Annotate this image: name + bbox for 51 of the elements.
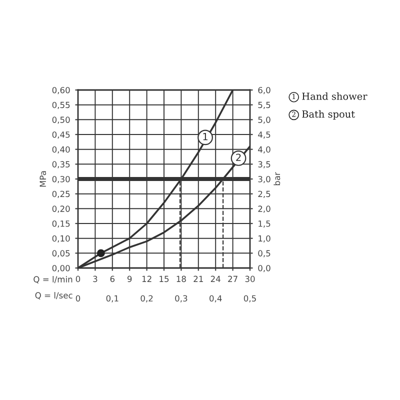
annotation: 1 [203, 133, 208, 140]
x-axis-title: Q = l/min [34, 276, 72, 284]
text: Bath spout [302, 110, 355, 120]
x-tick-label: 18 [176, 276, 186, 282]
y-tick-label: 0,50 [52, 116, 70, 124]
y2-tick-label: 5,5 [258, 102, 270, 109]
y2-tick-label: 2,5 [258, 190, 270, 198]
x2-tick-label: 0,5 [244, 295, 256, 302]
y-tick-label: 0,45 [52, 131, 70, 139]
y2-tick-label: 4,0 [258, 146, 270, 154]
x2-tick-label: 0,4 [210, 295, 222, 302]
y2-tick-label: 2,0 [258, 206, 270, 213]
y2-tick-label: 0,5 [258, 250, 270, 258]
x-tick-label: 6 [110, 276, 115, 282]
x-tick-label: 30 [245, 276, 255, 282]
x2-tick-label: 0,2 [140, 295, 153, 302]
x-tick-label: 3 [93, 276, 98, 282]
x-tick-label: 12 [142, 276, 152, 282]
y2-tick-label: 1,0 [258, 235, 270, 242]
y-axis-title: MPa [40, 171, 46, 187]
y2-tick-label: 5,0 [258, 116, 270, 124]
x2-tick-label: 0 [76, 295, 80, 302]
y-tick-label: 0,55 [52, 102, 70, 109]
y-tick-label: 0,25 [52, 190, 70, 198]
y2-tick-label: 3,0 [258, 176, 270, 184]
x-tick-label: 27 [228, 276, 238, 282]
y-tick-label: 0,20 [52, 206, 70, 213]
x2-tick-label: 0,3 [175, 295, 188, 302]
x-tick-label: 0 [76, 276, 80, 282]
y-tick-label: 0,35 [52, 161, 70, 168]
y-tick-label: 0,30 [52, 176, 70, 184]
x-tick-label: 21 [194, 276, 203, 282]
y-tick-label: 0,05 [52, 250, 70, 258]
x-tick-label: 9 [127, 276, 132, 282]
y-tick-label: 0,10 [52, 235, 70, 242]
x2-tick-label: 0,1 [106, 295, 118, 302]
text: Hand shower [302, 92, 368, 100]
y2-tick-label: 3,5 [258, 161, 270, 168]
y-tick-label: 0,15 [52, 220, 70, 228]
annotation: 2 [236, 154, 241, 161]
y-tick-label: 0,60 [52, 86, 70, 94]
y2-tick-label: 6,0 [258, 86, 270, 94]
y-tick-label: 0,00 [52, 264, 70, 272]
y2-axis-title: bar [274, 172, 280, 186]
y-tick-label: 0,40 [52, 146, 70, 154]
x-tick-label: 24 [210, 276, 220, 282]
y2-tick-label: 4,5 [258, 132, 270, 139]
x-tick-label: 15 [160, 276, 169, 282]
x2-axis-title: Q = l/sec [35, 292, 72, 300]
y2-tick-label: 0,0 [258, 264, 270, 272]
y2-tick-label: 1,5 [258, 220, 270, 228]
